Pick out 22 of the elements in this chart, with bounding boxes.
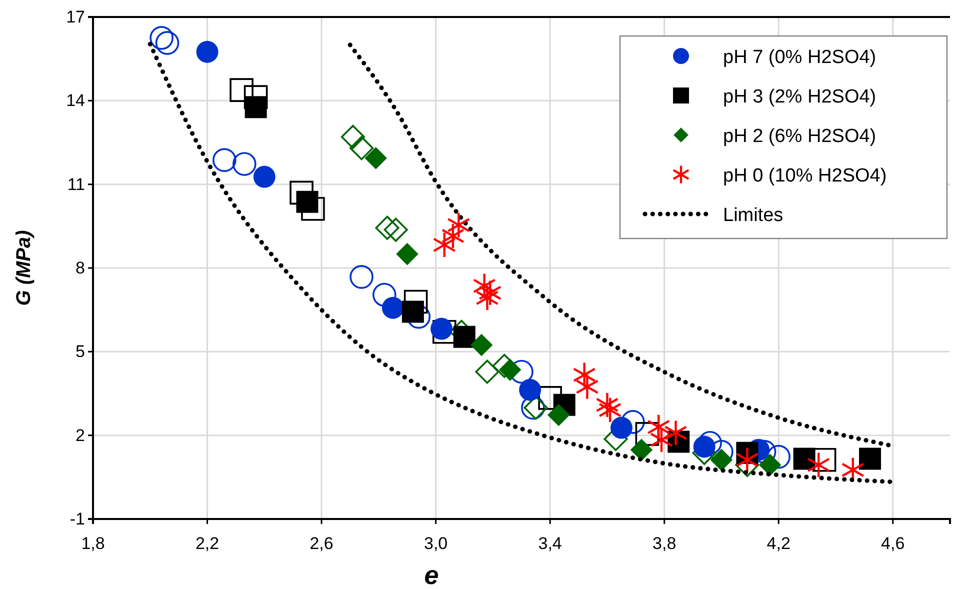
legend-label: pH 2 (6% H2SO4) [723, 126, 876, 147]
x-tick-label: 3,8 [652, 534, 676, 554]
legend-label: pH 0 (10% H2SO4) [723, 165, 887, 186]
x-tick-label: 1,8 [81, 534, 105, 554]
y-tick-label: 2 [76, 426, 85, 445]
y-tick-label: 11 [67, 174, 85, 194]
y-tick-label: 14 [66, 91, 85, 110]
y-tick-label: 17 [66, 7, 85, 26]
legend-label: pH 3 (2% H2SO4) [723, 86, 876, 108]
y-tick-label: -1 [70, 509, 85, 528]
legend-label: pH 7 (0% H2SO4) [723, 46, 876, 68]
x-tick-label: 2,2 [195, 534, 220, 554]
y-tick-label: 8 [76, 258, 85, 278]
x-axis-title: e [424, 560, 439, 589]
y-axis-title: G (MPa) [13, 230, 35, 306]
legend-label: Limites [723, 204, 784, 226]
x-tick-label: 4,2 [766, 534, 790, 554]
x-tick-label: 3,4 [538, 534, 562, 554]
x-tick-label: 3,0 [424, 534, 448, 554]
y-tick-label: 5 [76, 342, 85, 362]
x-tick-label: 2,6 [310, 534, 334, 554]
x-tick-label: 4,6 [881, 534, 905, 554]
